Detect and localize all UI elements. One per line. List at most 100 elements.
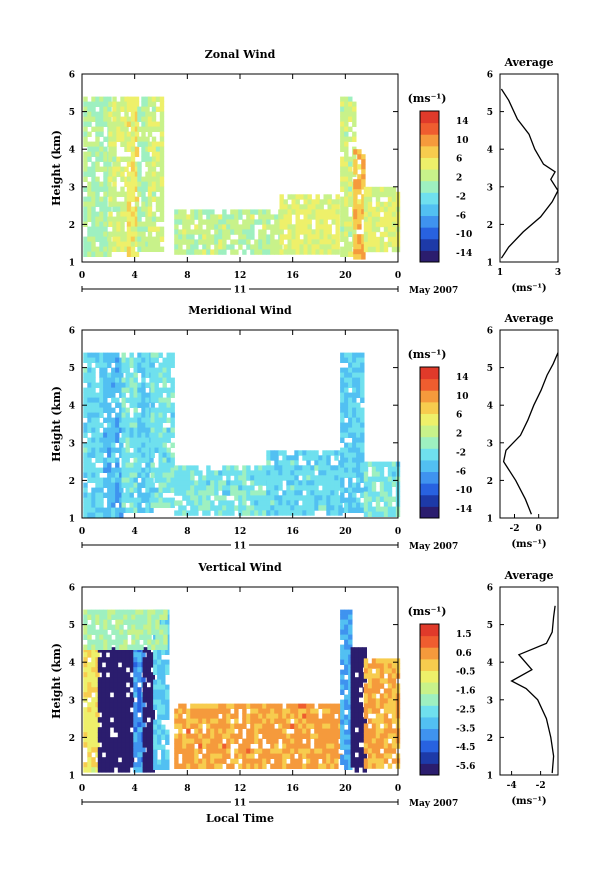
heatmap-cell [246,743,251,749]
heatmap-cell [250,485,255,491]
heatmap-cell [95,652,100,658]
heatmap-cell [294,485,299,491]
heatmap-cell [214,738,219,744]
heatmap-cell [357,154,362,160]
heatmap-cell [137,472,142,478]
heatmap-cell [375,678,381,684]
heatmap-cell [91,402,96,408]
heatmap-cell [145,171,150,177]
heatmap-cell [318,718,323,724]
heatmap-cell [238,234,243,240]
heatmap-cell [129,402,134,408]
heatmap-cell [121,757,127,763]
heatmap-cell [350,727,355,733]
heatmap-cell [350,757,355,763]
heatmap-cell [115,482,120,488]
heatmap-cell [357,254,362,260]
heatmap-cell [115,614,120,620]
heatmap-cell [266,209,271,215]
heatmap-cell [371,191,377,198]
heatmap-cell [391,713,397,719]
heatmap-cell [121,687,127,693]
heatmap-cell [95,682,100,688]
heatmap-cell [331,219,336,225]
heatmap-cell [218,763,223,769]
heatmap-cell [121,362,126,368]
heatmap-cell [109,687,115,693]
heatmap-cell [146,762,151,768]
heatmap-cell [202,209,207,215]
heatmap-cell [318,465,323,471]
heatmap-cell [214,713,219,719]
heatmap-cell [137,191,142,197]
heatmap-cell [97,762,103,768]
heatmap-cell [124,211,129,217]
heatmap-cell [218,748,223,754]
heatmap-cell [270,763,275,769]
heatmap-cell [383,758,389,764]
heatmap-cell [283,219,288,225]
heatmap-cell [137,236,142,242]
heatmap-cell [119,367,124,373]
heatmap-cell [295,209,300,215]
heatmap-cell [133,487,138,493]
heatmap-cell [367,683,373,689]
heatmap-cell [352,427,357,433]
heatmap-cell [126,121,132,127]
heatmap-cell [121,667,127,673]
heatmap-cell [103,492,108,498]
heatmap-cell [335,239,340,245]
heatmap-cell [214,485,219,491]
heatmap-cell [344,719,349,725]
colorbar-tick-label: -2.5 [456,705,475,715]
heatmap-cell [145,106,150,112]
x-tick-label: 0 [395,784,401,794]
heatmap-cell [129,662,135,668]
heatmap-cell [95,437,100,443]
heatmap-cell [95,216,100,222]
heatmap-cell [119,609,124,615]
heatmap-cell [340,739,345,745]
heatmap-cell [327,224,332,230]
heatmap-cell [108,151,113,157]
colorbar-swatch [420,459,439,473]
heatmap-cell [107,417,112,423]
heatmap-cell [344,166,349,172]
heatmap-cell [334,708,339,714]
heatmap-cell [210,728,215,734]
heatmap-cell [103,477,108,483]
heatmap-cell [246,495,251,501]
heatmap-cell [352,131,357,137]
heatmap-cell [354,717,359,723]
heatmap-cell [141,101,146,107]
heatmap-cell [95,126,100,132]
heatmap-cell [121,467,126,473]
heatmap-cell [375,476,381,482]
heatmap-cell [129,702,135,708]
heatmap-cell [146,767,151,773]
heatmap-cell [105,662,111,668]
heatmap-cell [353,164,358,170]
heatmap-cell [117,707,123,713]
heatmap-cell [83,629,88,635]
heatmap-cell [234,718,239,724]
heatmap-cell [174,480,179,486]
heatmap-cell [145,447,150,453]
heatmap-cell [348,462,353,468]
heatmap-cell [238,763,243,769]
heatmap-cell [363,683,369,689]
heatmap-cell [354,682,359,688]
heatmap-cell [87,231,92,237]
heatmap-cell [242,475,247,481]
heatmap-cell [340,437,345,443]
heatmap-cell [121,697,127,703]
heatmap-cell [103,106,108,112]
heatmap-cell [130,176,136,182]
heatmap-cell [170,362,175,368]
heatmap-cell [353,234,358,240]
heatmap-cell [238,490,243,496]
heatmap-cell [146,757,151,763]
heatmap-cell [358,652,363,658]
heatmap-cell [125,662,131,668]
heatmap-cell [230,500,235,506]
